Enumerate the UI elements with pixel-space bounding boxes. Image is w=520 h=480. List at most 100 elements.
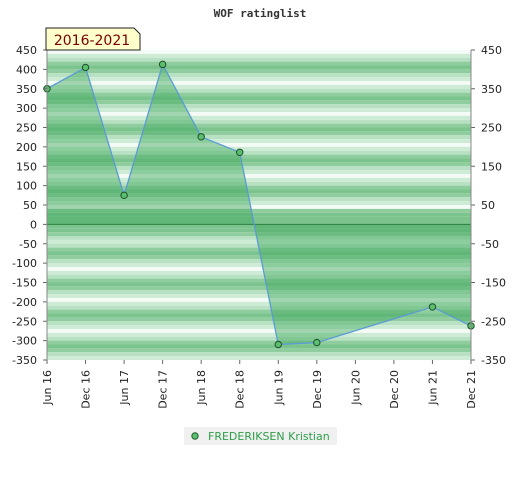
y-tick-label: 400 [16, 63, 37, 76]
background-band [47, 150, 471, 155]
x-tick-label: Jun 20 [349, 370, 362, 406]
background-band [47, 92, 471, 97]
background-band [47, 96, 471, 101]
background-band [47, 158, 471, 163]
background-band [47, 348, 471, 353]
y-tick-label: -350 [481, 354, 506, 367]
background-band [47, 282, 471, 287]
y-tick-label: 200 [16, 141, 37, 154]
background-band [47, 317, 471, 322]
series-line [46, 62, 472, 346]
background-band [47, 298, 471, 302]
background-band [47, 104, 471, 109]
area-layer [47, 64, 471, 345]
background-band [47, 321, 471, 326]
y-tick-label: -200 [12, 296, 37, 309]
y-tick-label: 350 [16, 83, 37, 96]
background-band [47, 154, 471, 159]
background-band [47, 127, 471, 132]
x-tick-label: Dec 19 [311, 370, 324, 409]
background-band [47, 220, 471, 225]
background-band [47, 251, 471, 256]
x-tick-label: Dec 20 [388, 370, 401, 409]
background-band [47, 313, 471, 318]
background-band [47, 100, 471, 105]
y-tick-label: -150 [481, 277, 506, 290]
y-tick-label: 450 [16, 44, 37, 57]
background-band [47, 263, 471, 267]
data-point [158, 60, 167, 69]
points-layer [43, 60, 475, 349]
background-band [47, 197, 471, 202]
background-band [47, 131, 471, 136]
y-tick-label: 100 [16, 180, 37, 193]
y-tick-label: 150 [481, 160, 502, 173]
background-band [47, 108, 471, 112]
series-area [47, 64, 471, 345]
background-band [47, 270, 471, 275]
background-band [47, 166, 471, 171]
right-y-axis: 450 350 250 150 50 -50 -150 -250 -350 [470, 44, 506, 367]
background-band [47, 212, 471, 217]
legend-marker [191, 432, 199, 440]
background-band [47, 146, 471, 151]
left-y-axis: 450 400 350 300 250 200 150 100 50 0 -50 -100 -150 -2… [12, 44, 48, 367]
background-band [47, 274, 471, 279]
background-band [47, 143, 471, 147]
background-band [47, 135, 471, 140]
y-tick-label: 50 [481, 199, 495, 212]
background-band [47, 73, 471, 78]
y-tick-label: -300 [12, 335, 37, 348]
y-tick-label: 450 [481, 44, 502, 57]
background-band [47, 65, 471, 70]
background-band [47, 123, 471, 128]
period-label: 2016-2021 [54, 33, 130, 49]
background-band [47, 177, 471, 182]
period-badge: 2016-2021 [45, 27, 141, 51]
background-band [47, 53, 471, 58]
y-tick-label: -350 [12, 354, 37, 367]
y-tick-label: 250 [16, 122, 37, 135]
y-tick-label: 150 [16, 160, 37, 173]
x-tick-label: Jun 18 [195, 370, 208, 406]
background-band [47, 50, 471, 54]
background-band [47, 88, 471, 93]
data-point [428, 303, 437, 311]
background-band [47, 69, 471, 74]
x-tick-label: Dec 16 [80, 370, 93, 409]
background-band [47, 278, 471, 283]
background-band [47, 170, 471, 174]
background-band [47, 301, 471, 306]
background-band [47, 181, 471, 186]
background-band [47, 352, 471, 357]
background-band [47, 325, 471, 329]
background-band [47, 356, 471, 360]
data-point [81, 63, 90, 72]
background-band [47, 119, 471, 124]
x-tick-label: Dec 17 [157, 370, 170, 409]
background-band [47, 340, 471, 345]
background-band [47, 139, 471, 143]
background-band [47, 239, 471, 244]
background-band [47, 189, 471, 194]
data-point [197, 133, 205, 141]
background-band [47, 255, 471, 260]
y-tick-label: 0 [30, 218, 37, 231]
data-point [274, 340, 282, 349]
background-band [47, 332, 471, 337]
background-band [47, 61, 471, 66]
y-tick-label: -250 [12, 315, 37, 328]
background-band [47, 162, 471, 167]
background-band [47, 259, 471, 264]
y-tick-label: 300 [16, 102, 37, 115]
x-tick-label: Dec 18 [234, 370, 247, 409]
y-tick-label: -50 [481, 238, 499, 251]
background-band [47, 228, 471, 233]
data-point [236, 148, 244, 157]
background-band [47, 336, 471, 341]
x-axis: Jun 16 Dec 16 Jun 17 Dec 17 Jun 18 Dec 18 Jun … [41, 360, 478, 409]
background-band [47, 290, 471, 295]
background-band [47, 309, 471, 314]
background-band [47, 267, 471, 271]
background-band [47, 216, 471, 221]
